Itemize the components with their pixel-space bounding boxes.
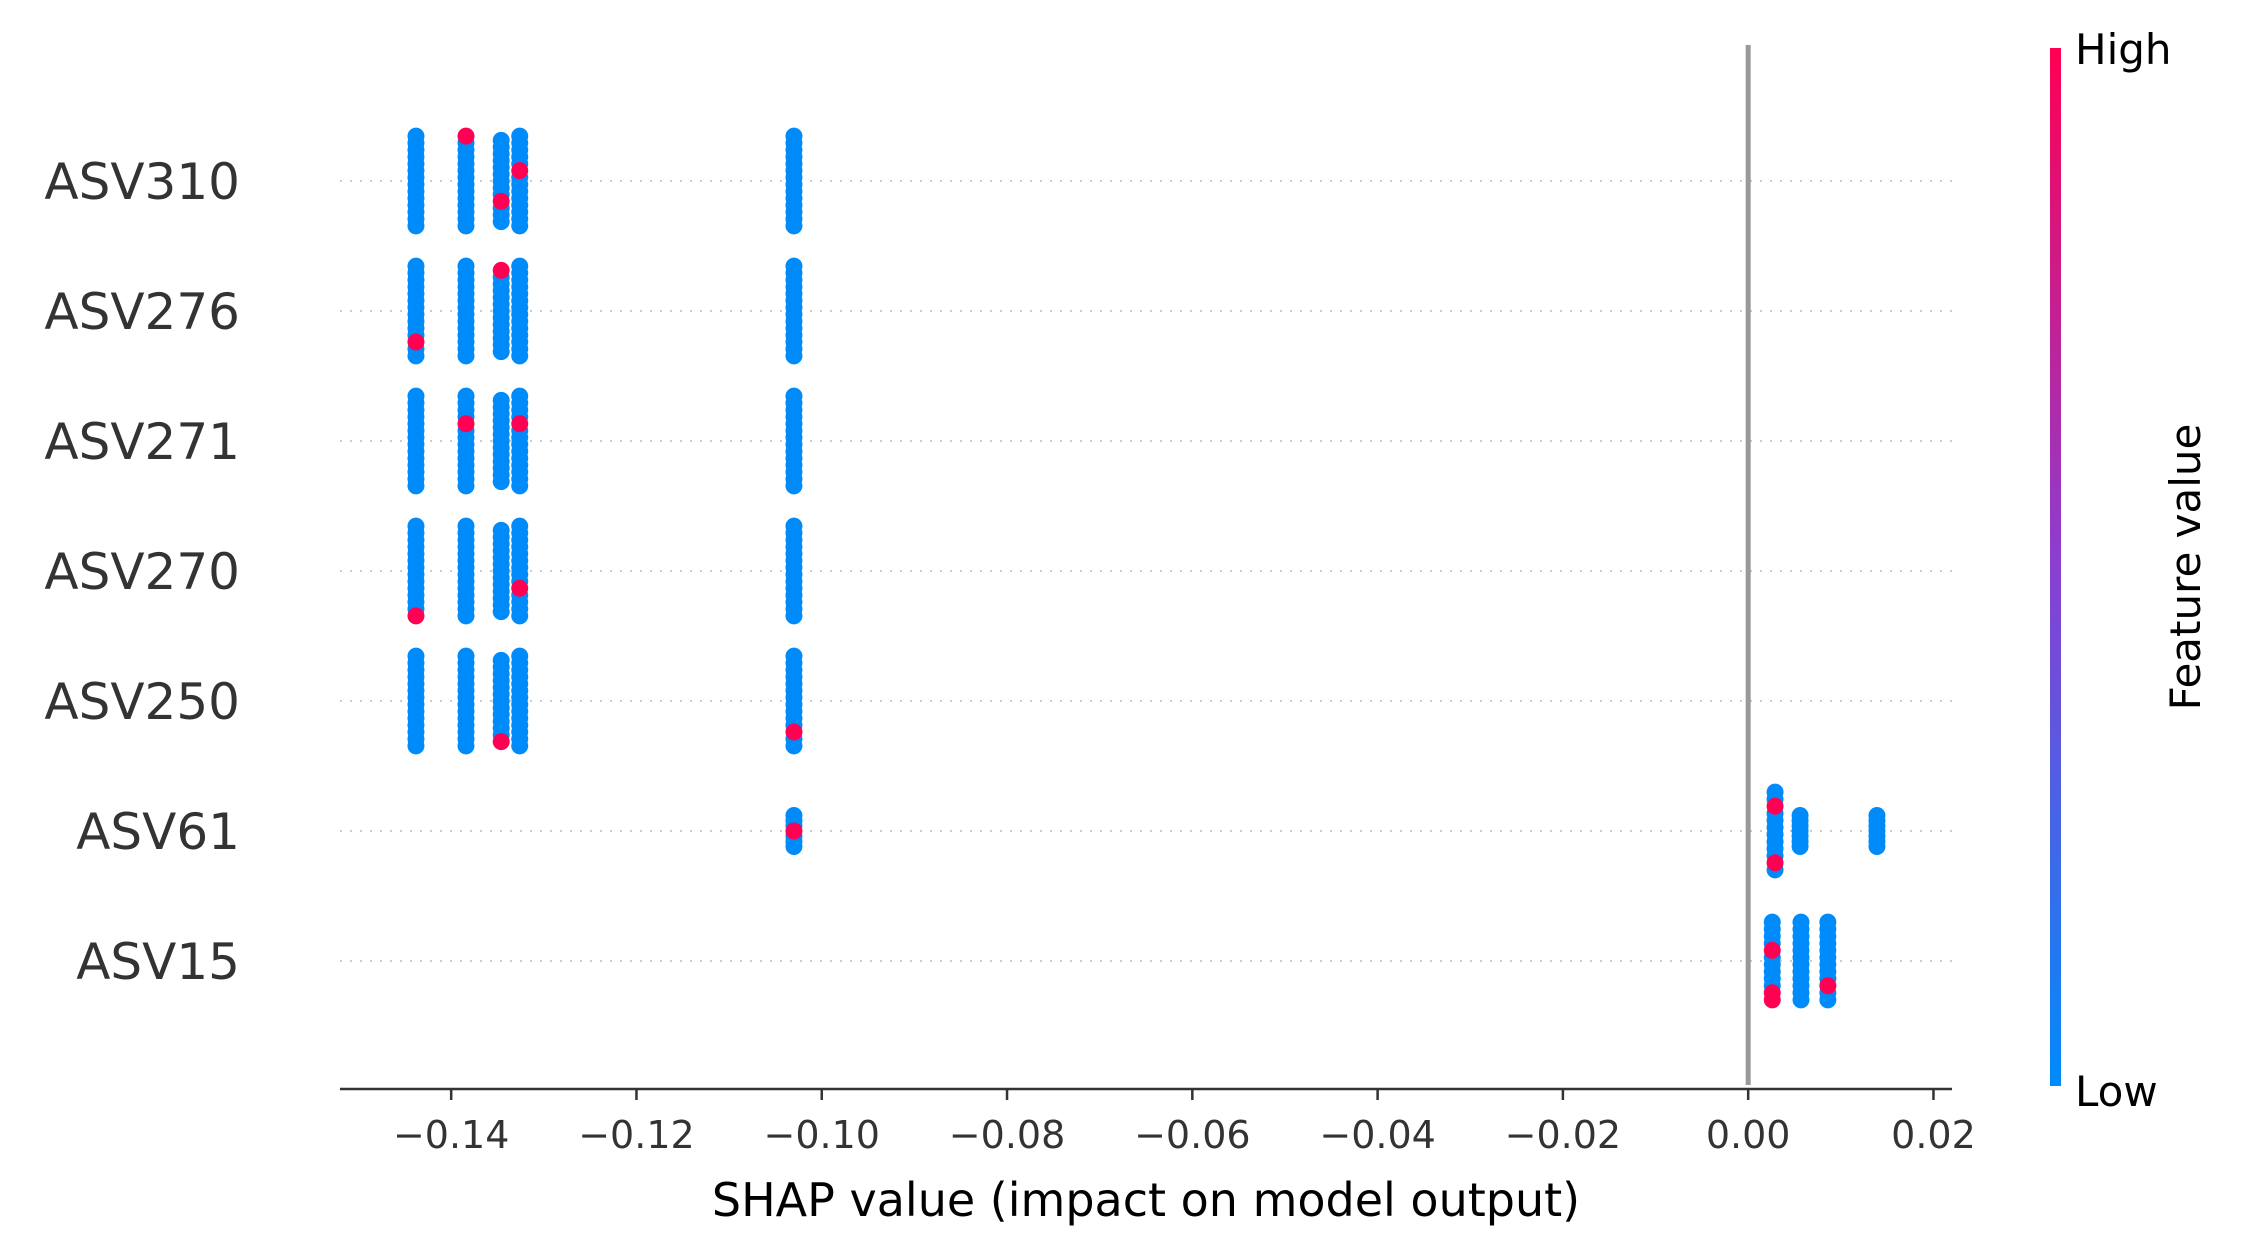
shap-point — [492, 192, 510, 210]
shap-point — [1766, 797, 1784, 815]
beeswarm-points — [407, 127, 1886, 1009]
shap-point — [457, 347, 475, 365]
feature-label-asv61: ASV61 — [76, 803, 240, 861]
shap-point — [1819, 977, 1837, 995]
shap-point — [785, 822, 803, 840]
feature-label-asv250: ASV250 — [44, 673, 240, 731]
x-axis-title: SHAP value (impact on model output) — [712, 1173, 1580, 1227]
shap-point — [457, 737, 475, 755]
shap-point — [785, 723, 803, 741]
shap-point — [492, 343, 510, 361]
grid-lines — [340, 180, 1952, 962]
x-tick-label: −0.08 — [949, 1113, 1065, 1157]
shap-point — [457, 127, 475, 145]
shap-point — [511, 737, 529, 755]
shap-point — [457, 607, 475, 625]
shap-point — [511, 217, 529, 235]
feature-label-asv271: ASV271 — [44, 413, 240, 471]
shap-point — [407, 737, 425, 755]
x-tick-label: −0.06 — [1134, 1113, 1250, 1157]
shap-point — [492, 261, 510, 279]
x-tick-label: −0.10 — [764, 1113, 880, 1157]
shap-point — [1819, 991, 1837, 1009]
shap-point — [492, 213, 510, 231]
shap-point — [785, 217, 803, 235]
x-tick-label: 0.02 — [1891, 1113, 1976, 1157]
x-axis-ticks: −0.14 −0.12 −0.10 −0.08 −0.06 −0.04 −0.02 0.00 0… — [393, 1089, 1976, 1157]
shap-point — [785, 838, 803, 856]
colorbar-low-label: Low — [2075, 1067, 2158, 1116]
x-tick-label: −0.14 — [393, 1113, 509, 1157]
shap-point — [785, 347, 803, 365]
shap-point — [1791, 838, 1809, 856]
shap-point — [407, 333, 425, 351]
shap-point — [1792, 991, 1810, 1009]
shap-point — [511, 347, 529, 365]
shap-point — [1766, 854, 1784, 872]
x-tick-label: −0.12 — [578, 1113, 694, 1157]
shap-point — [492, 733, 510, 751]
shap-point — [785, 737, 803, 755]
shap-point — [511, 477, 529, 495]
shap-point — [407, 217, 425, 235]
colorbar-high-label: High — [2075, 25, 2172, 74]
shap-point — [407, 477, 425, 495]
shap-point — [492, 473, 510, 491]
shap-point — [457, 477, 475, 495]
feature-label-asv270: ASV270 — [44, 543, 240, 601]
shap-point — [457, 415, 475, 433]
shap-point — [492, 603, 510, 621]
shap-point — [785, 477, 803, 495]
shap-point — [511, 415, 529, 433]
shap-point — [511, 579, 529, 597]
shap-point — [407, 607, 425, 625]
shap-point — [1763, 941, 1781, 959]
shap-point — [511, 162, 529, 180]
feature-labels: ASV310 ASV276 ASV271 ASV270 ASV250 ASV61 ASV15 — [44, 153, 240, 991]
colorbar-title: Feature value — [2161, 424, 2210, 711]
colorbar — [2050, 48, 2061, 1086]
feature-label-asv310: ASV310 — [44, 153, 240, 211]
shap-point — [785, 607, 803, 625]
shap-point — [1763, 991, 1781, 1009]
feature-label-asv276: ASV276 — [44, 283, 240, 341]
shap-point — [407, 347, 425, 365]
shap-point — [511, 607, 529, 625]
feature-label-asv15: ASV15 — [76, 933, 240, 991]
shap-point — [1868, 838, 1886, 856]
x-tick-label: −0.02 — [1505, 1113, 1621, 1157]
shap-point — [457, 217, 475, 235]
x-tick-label: 0.00 — [1706, 1113, 1791, 1157]
x-tick-label: −0.04 — [1319, 1113, 1435, 1157]
